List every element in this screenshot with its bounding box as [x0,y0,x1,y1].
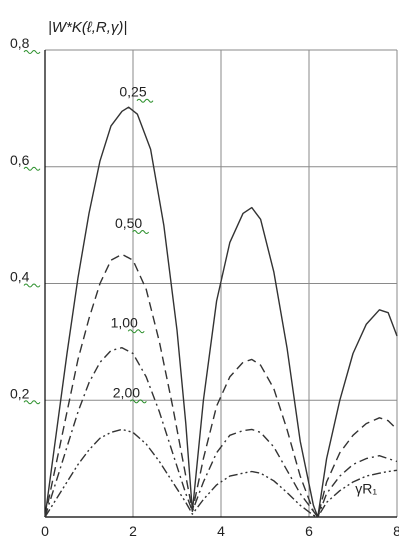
y-tick-label-3: 0,8 [10,35,30,51]
label-layer: 0 2 4 6 8 0,2 0,4 0,6 0,8 |W*K(ℓ,R,γ)| 0,25 0,50 1,0… [10,19,399,539]
x-tick-label-0: 0 [41,523,49,539]
annotation-underline-3 [129,399,147,404]
annotation-1: 0,50 [115,215,142,231]
annotation-3: 2,00 [113,384,140,400]
annotation-underline-2 [127,329,145,334]
annotation-4: γR₁ [355,481,377,497]
y-axis-label: |W*K(ℓ,R,γ)| [48,19,127,36]
series-line-3 [44,428,398,518]
y-tick-underline-0 [23,400,41,405]
axis-layer [44,50,397,518]
annotation-2: 1,00 [111,314,138,330]
x-tick-label-4: 8 [393,523,399,539]
y-tick-label-0: 0,2 [10,385,30,401]
series-layer [44,106,398,518]
y-tick-label-1: 0,4 [10,269,30,285]
y-tick-underline-1 [23,283,41,288]
series-line-0 [44,106,398,518]
x-tick-label-1: 2 [129,523,137,539]
annotation-underline-0 [136,98,154,103]
x-tick-label-3: 6 [305,523,313,539]
y-tick-label-2: 0,6 [10,152,30,168]
series-line-1 [44,253,398,518]
y-tick-underline-2 [23,166,41,171]
annotation-0: 0,25 [119,84,146,100]
y-tick-underline-3 [23,50,41,54]
x-tick-label-2: 4 [217,523,225,539]
annotation-underline-1 [132,230,150,235]
